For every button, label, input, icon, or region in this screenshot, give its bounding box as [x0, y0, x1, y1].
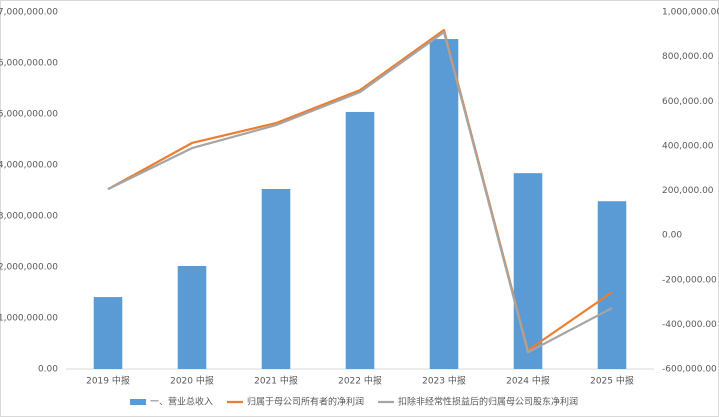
y2-tick-label: 1,000,000.00 [662, 8, 719, 18]
y2-tick-label: 800,000.00 [662, 52, 714, 62]
x-tick-label: 2019 中报 [86, 375, 130, 387]
x-tick-label: 2024 中报 [506, 375, 550, 387]
y-tick-label: 2,000,000.00 [0, 263, 58, 273]
y-tick-label: 5,000,000.00 [0, 110, 58, 120]
y2-tick-label: 400,000.00 [662, 141, 714, 151]
y-tick-label: 3,000,000.00 [0, 212, 58, 222]
y-tick-label: 7,000,000.00 [0, 8, 58, 18]
y-tick-label: 0.00 [38, 365, 58, 375]
legend-label: 扣除非经常性损益后的归属母公司股东净利润 [398, 396, 578, 408]
legend-label: 一、营业总收入 [150, 396, 213, 408]
bar [597, 201, 627, 369]
legend-swatch [130, 399, 146, 405]
y2-tick-label: -400,000.00 [662, 320, 717, 330]
x-tick-label: 2022 中报 [338, 375, 382, 387]
bar [177, 265, 207, 369]
line [107, 30, 613, 354]
x-tick-label: 2023 中报 [422, 375, 466, 387]
y2-tick-label: 0.00 [662, 231, 682, 241]
y-tick-label: 1,000,000.00 [0, 314, 58, 324]
x-tick-label: 2021 中报 [254, 375, 298, 387]
legend-label: 归属于母公司所有者的净利润 [247, 396, 364, 408]
x-tick-label: 2020 中报 [170, 375, 214, 387]
bar [345, 111, 375, 370]
y-tick-label: 6,000,000.00 [0, 59, 58, 69]
x-tick-label: 2025 中报 [590, 375, 634, 387]
bar [93, 297, 123, 369]
y2-tick-label: 200,000.00 [662, 186, 714, 196]
y2-tick-label: 600,000.00 [662, 97, 714, 107]
bar [513, 173, 543, 369]
y2-tick-label: -200,000.00 [662, 275, 717, 285]
bar [429, 39, 459, 369]
y-tick-label: 4,000,000.00 [0, 161, 58, 171]
bar [261, 188, 291, 369]
y2-tick-label: -600,000.00 [662, 365, 717, 375]
